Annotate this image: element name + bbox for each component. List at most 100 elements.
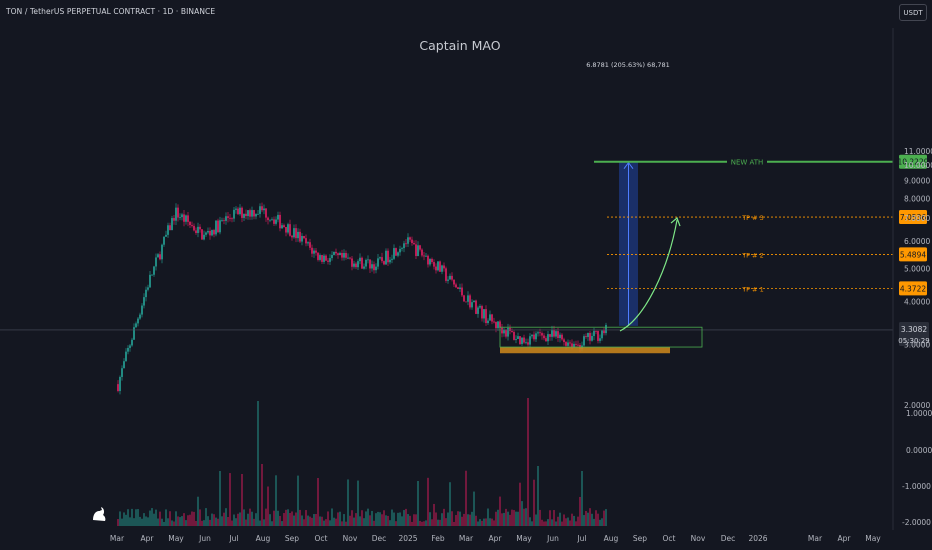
volume-bar (415, 514, 417, 526)
candle-body (129, 345, 131, 348)
volume-bar (553, 510, 555, 526)
candle-body (359, 257, 361, 262)
volume-bar (345, 521, 347, 526)
candle-body (405, 243, 407, 245)
volume-bar (317, 478, 319, 526)
volume-bar (547, 519, 549, 526)
volume-bar (259, 520, 261, 526)
volume-bar (441, 513, 443, 526)
candle-body (345, 253, 347, 258)
candle-body (465, 301, 467, 303)
volume-bar (457, 511, 459, 526)
candle-body (485, 309, 487, 324)
candle-body (151, 274, 153, 276)
candle-body (459, 287, 461, 290)
candle-body (553, 330, 555, 337)
volume-bar (237, 513, 239, 526)
level-price-value: 10.2229 (897, 158, 928, 167)
candle-body (477, 307, 479, 314)
candle-body (575, 343, 577, 345)
candle-body (493, 321, 495, 323)
candle-body (311, 247, 313, 254)
volume-bar (579, 496, 581, 526)
candle-body (317, 252, 319, 260)
candle-body (321, 255, 323, 262)
volume-bar (181, 516, 183, 526)
volume-bar (217, 518, 219, 526)
volume-bar (321, 516, 323, 526)
volume-bar (491, 518, 493, 526)
candle-body (235, 208, 237, 210)
candle-body (503, 329, 505, 334)
volume-bar (313, 514, 315, 526)
candle-body (385, 250, 387, 265)
volume-bar (407, 514, 409, 526)
candle-body (487, 320, 489, 324)
candle-body (297, 231, 299, 239)
drawings: 6.8781 (205.63%) 68,781 NEW ATH 10.2229 TP … (0, 61, 930, 354)
candle-body (197, 226, 199, 233)
current-price-value: 3.3082 (901, 325, 927, 334)
quote-currency-button[interactable]: USDT (899, 4, 927, 21)
candle-body (417, 245, 419, 257)
volume-bar (469, 514, 471, 526)
candle-body (395, 248, 397, 256)
volume-bar (299, 509, 301, 526)
candle-body (453, 279, 455, 285)
candle-body (175, 207, 177, 221)
candle-body (427, 255, 429, 265)
candle-body (215, 220, 217, 235)
volume-bar (605, 509, 607, 526)
candle-body (229, 217, 231, 219)
candle-body (407, 237, 409, 244)
volume-bar (369, 515, 371, 526)
volume-bar (421, 521, 423, 526)
volume-bar (277, 510, 279, 526)
volume-bar (231, 520, 233, 526)
volume-bar (399, 512, 401, 526)
candle-body (309, 242, 311, 248)
volume-bar (155, 509, 157, 526)
candle-body (181, 214, 183, 218)
candle-body (255, 214, 257, 217)
time-tick-label: Oct (315, 534, 328, 543)
volume-bar (153, 513, 155, 526)
candle-body (227, 216, 229, 218)
candle-body (533, 334, 535, 340)
price-tick-label: 10.0000 (904, 161, 932, 170)
candle-body (155, 257, 157, 267)
volume-bar (165, 509, 167, 526)
time-tick-label: Sep (285, 534, 299, 543)
candle-body (439, 261, 441, 272)
volume-bar (531, 521, 533, 526)
candle-body (455, 284, 457, 288)
candle-body (285, 227, 287, 233)
volume-bar (497, 509, 499, 526)
candle-body (163, 236, 165, 245)
candle-body (475, 300, 477, 314)
candle-body (591, 336, 593, 341)
volume-bar (243, 509, 245, 526)
candle-body (193, 225, 195, 231)
volume-bar (195, 520, 197, 526)
candle-body (343, 253, 345, 258)
candle-body (157, 254, 159, 258)
candle-body (291, 235, 293, 238)
volume-bar (311, 517, 313, 526)
candle-body (339, 252, 341, 256)
candle-body (361, 257, 363, 269)
volume-bar (459, 511, 461, 526)
volume-bar (433, 503, 435, 526)
support-zone (500, 347, 670, 354)
target-label: TP # 1 (741, 285, 764, 293)
candle-body (489, 314, 491, 321)
volume-bar (209, 519, 211, 526)
volume-bar (291, 511, 293, 526)
volume-bar (225, 508, 227, 526)
candle-body (169, 225, 171, 231)
volume-bar (145, 516, 147, 526)
volume-bar (449, 482, 451, 526)
candle-body (245, 213, 247, 217)
price-tick-label: 4.0000 (904, 298, 930, 307)
